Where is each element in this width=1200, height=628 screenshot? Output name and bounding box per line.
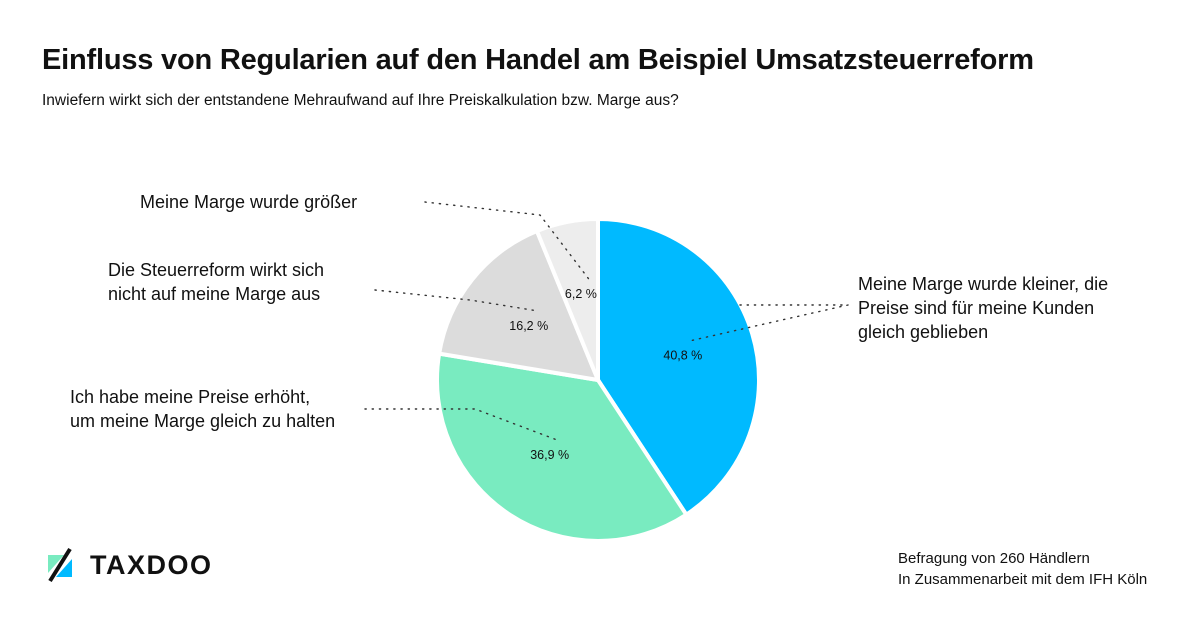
slice-value-label-2: 36,9 % bbox=[530, 448, 569, 462]
slice-category-label-line: Meine Marge wurde größer bbox=[140, 192, 358, 212]
source-line-1: Befragung von 260 Händlern bbox=[898, 550, 1090, 567]
slice-value-label-4: 6,2 % bbox=[565, 287, 597, 301]
source-note: Befragung von 260 Händlern In Zusammenar… bbox=[898, 548, 1147, 590]
slice-category-label-line: Ich habe meine Preise erhöht, bbox=[70, 387, 311, 407]
logo-text: TAXDOO bbox=[90, 549, 213, 580]
chart-title: Einfluss von Regularien auf den Handel a… bbox=[42, 44, 1034, 76]
taxdoo-logo: TAXDOO bbox=[44, 546, 213, 584]
taxdoo-logo-icon bbox=[48, 547, 72, 583]
slice-category-label-4: Meine Marge wurde größer bbox=[140, 190, 357, 214]
slice-category-label-line: Die Steuerreform wirkt sich bbox=[108, 260, 325, 280]
pie-slice-3 bbox=[437, 229, 600, 382]
pie-slice-4 bbox=[534, 217, 600, 382]
slice-category-label-line: Meine Marge wurde kleiner, die bbox=[858, 274, 1109, 294]
slice-category-label-line: um meine Marge gleich zu halten bbox=[70, 411, 336, 431]
slice-category-label-3: Die Steuerreform wirkt sich nicht auf mei… bbox=[108, 258, 324, 306]
leader-line-4 bbox=[424, 201, 590, 280]
leader-line-1 bbox=[690, 304, 849, 342]
leader-line-2 bbox=[364, 408, 559, 441]
source-line-2: In Zusammenarbeit mit dem IFH Köln bbox=[898, 571, 1148, 588]
slice-category-label-line: nicht auf meine Marge aus bbox=[108, 284, 321, 304]
pie-slice-2 bbox=[435, 351, 689, 543]
slice-value-label-3: 16,2 % bbox=[509, 319, 548, 333]
slice-category-label-1: Meine Marge wurde kleiner, die Preise sin… bbox=[858, 272, 1108, 344]
chart-subtitle: Inwiefern wirkt sich der entstandene Meh… bbox=[42, 92, 679, 109]
slice-value-label-1: 40,8 % bbox=[663, 349, 702, 363]
slice-category-label-line: Preise sind für meine Kunden bbox=[858, 298, 1095, 318]
slice-category-label-line: gleich geblieben bbox=[858, 322, 989, 342]
slice-category-label-2: Ich habe meine Preise erhöht, um meine Ma… bbox=[70, 385, 335, 433]
